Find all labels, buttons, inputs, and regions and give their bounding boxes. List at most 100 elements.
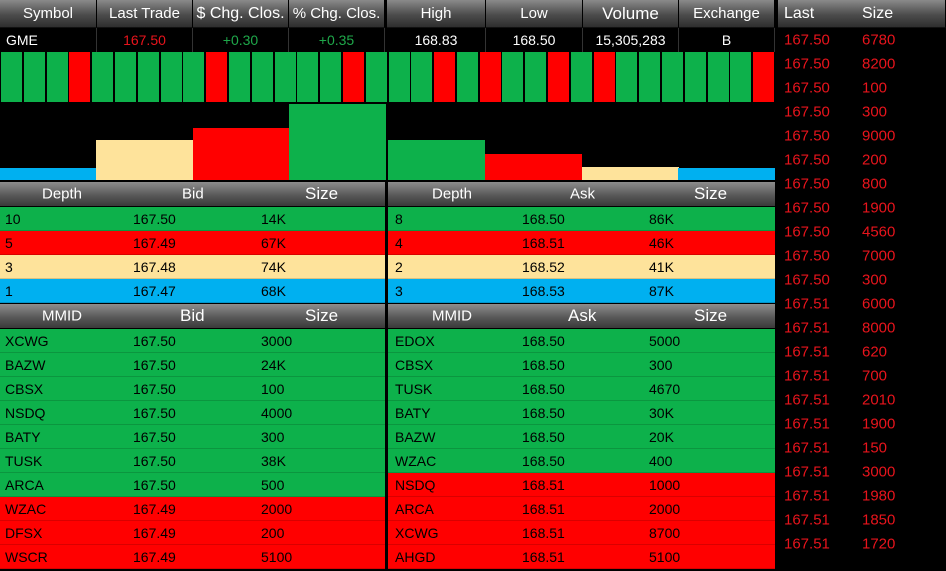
table-row[interactable]: 2 168.52 41K <box>388 255 775 279</box>
bid-depth-header: Depth Bid Size <box>0 182 385 206</box>
size-cell: 300 <box>649 356 673 373</box>
table-row[interactable]: ARCA 168.51 2000 <box>388 497 775 521</box>
trade-price: 167.50 <box>784 223 830 241</box>
table-row[interactable]: 8 168.50 86K <box>388 207 775 231</box>
bid-depth-header-bid[interactable]: Bid <box>182 185 204 203</box>
table-row[interactable]: 1 167.47 68K <box>0 279 385 303</box>
market-maker-id: ARCA <box>5 476 44 493</box>
col-header-low[interactable]: Low <box>486 0 583 28</box>
tick-bar <box>136 52 160 102</box>
table-row[interactable]: WZAC 167.49 2000 <box>0 497 385 521</box>
table-row[interactable]: 5 167.49 67K <box>0 231 385 255</box>
size-cell: 200 <box>261 524 285 541</box>
tick-bar <box>683 52 707 102</box>
tick-bar <box>159 52 183 102</box>
trade-row: 167.50 100 <box>778 76 946 100</box>
table-row[interactable]: 3 168.53 87K <box>388 279 775 303</box>
table-row[interactable]: TUSK 167.50 38K <box>0 449 385 473</box>
table-row[interactable]: ARCA 167.50 500 <box>0 473 385 497</box>
quote-symbol[interactable]: GME <box>0 28 97 52</box>
table-row[interactable]: 10 167.50 14K <box>0 207 385 231</box>
market-maker-id: BATY <box>395 404 431 421</box>
table-row[interactable]: BATY 167.50 300 <box>0 425 385 449</box>
bid-mmid-header-size[interactable]: Size <box>305 306 339 325</box>
trade-price: 167.50 <box>784 271 830 289</box>
bid-depth-header-size[interactable]: Size <box>305 184 339 203</box>
table-row[interactable]: TUSK 168.50 4670 <box>388 377 775 401</box>
table-row[interactable]: DFSX 167.49 200 <box>0 521 385 545</box>
table-row[interactable]: AHGD 168.51 5100 <box>388 545 775 569</box>
table-row[interactable]: BAZW 168.50 20K <box>388 425 775 449</box>
table-row[interactable]: NSDQ 167.50 4000 <box>0 401 385 425</box>
size-bar <box>484 154 582 180</box>
trade-price: 167.50 <box>784 31 830 49</box>
quote-dollar-change-value: +0.30 <box>222 32 259 48</box>
trade-price: 167.50 <box>784 199 830 217</box>
trade-price: 167.51 <box>784 463 830 481</box>
tick-bar <box>478 52 502 102</box>
ask-depth-header-size[interactable]: Size <box>694 184 728 203</box>
table-row[interactable]: 4 168.51 46K <box>388 231 775 255</box>
size-cell: 86K <box>649 210 674 227</box>
col-header-dollar-change[interactable]: $ Chg. Clos. <box>193 0 289 28</box>
price-cell: 168.51 <box>522 234 565 251</box>
trade-size: 150 <box>862 439 888 457</box>
size-cell: 38K <box>261 452 286 469</box>
time-sales-header-last[interactable]: Last <box>784 4 815 22</box>
time-and-sales-list[interactable]: 167.50 6780 167.50 8200 167.50 100 167.50 300 16… <box>778 28 946 571</box>
quote-low-value: 168.50 <box>512 32 556 48</box>
trade-row: 167.50 9000 <box>778 124 946 148</box>
col-header-volume[interactable]: Volume <box>583 0 679 28</box>
col-header-percent-change[interactable]: % Chg. Clos. <box>289 0 385 28</box>
table-row[interactable]: WSCR 167.49 5100 <box>0 545 385 569</box>
tick-bar <box>45 52 69 102</box>
tick-bar <box>296 52 320 102</box>
size-bar <box>388 140 485 180</box>
depth-level: 5 <box>5 234 13 251</box>
table-row[interactable]: 3 167.48 74K <box>0 255 385 279</box>
trade-row: 167.50 800 <box>778 172 946 196</box>
table-row[interactable]: WZAC 168.50 400 <box>388 449 775 473</box>
bid-mmid-header-mmid[interactable]: MMID <box>42 307 82 325</box>
tick-bar <box>182 52 206 102</box>
market-maker-id: CBSX <box>395 356 434 373</box>
table-row[interactable]: XCWG 168.51 8700 <box>388 521 775 545</box>
table-row[interactable]: BATY 168.50 30K <box>388 401 775 425</box>
col-header-high[interactable]: High <box>387 0 486 28</box>
ask-depth-header-ask[interactable]: Ask <box>570 185 596 203</box>
size-cell: 67K <box>261 234 286 251</box>
price-cell: 167.47 <box>133 282 176 299</box>
size-cell: 41K <box>649 258 674 275</box>
time-sales-header-size[interactable]: Size <box>862 4 894 22</box>
ask-mmid-header-size[interactable]: Size <box>694 306 728 325</box>
trade-size: 4560 <box>862 223 896 241</box>
tick-bar <box>364 52 388 102</box>
col-header-exchange[interactable]: Exchange <box>679 0 775 28</box>
ask-mmid-header-ask[interactable]: Ask <box>568 306 597 325</box>
price-cell: 168.51 <box>522 500 565 517</box>
price-cell: 168.53 <box>522 282 565 299</box>
tick-bar <box>227 52 251 102</box>
bid-mmid-header-bid[interactable]: Bid <box>180 306 205 325</box>
col-header-symbol[interactable]: Symbol <box>0 0 97 28</box>
trade-row: 167.50 1900 <box>778 196 946 220</box>
table-row[interactable]: NSDQ 168.51 1000 <box>388 473 775 497</box>
table-row[interactable]: BAZW 167.50 24K <box>0 353 385 377</box>
tick-bar <box>433 52 457 102</box>
trade-size: 8200 <box>862 55 896 73</box>
ask-depth-header-depth[interactable]: Depth <box>432 185 473 203</box>
ask-mmid-header-mmid[interactable]: MMID <box>432 307 472 325</box>
table-row[interactable]: XCWG 167.50 3000 <box>0 329 385 353</box>
tick-bar <box>91 52 115 102</box>
tick-bar <box>319 52 343 102</box>
size-cell: 4000 <box>261 404 293 421</box>
table-row[interactable]: CBSX 168.50 300 <box>388 353 775 377</box>
table-row[interactable]: EDOX 168.50 5000 <box>388 329 775 353</box>
quote-high-value: 168.83 <box>414 32 458 48</box>
col-header-last-trade[interactable]: Last Trade <box>97 0 193 28</box>
trade-row: 167.51 1980 <box>778 484 946 508</box>
size-cell: 500 <box>261 476 285 493</box>
price-cell: 167.50 <box>133 404 176 421</box>
bid-depth-header-depth[interactable]: Depth <box>42 185 83 203</box>
table-row[interactable]: CBSX 167.50 100 <box>0 377 385 401</box>
